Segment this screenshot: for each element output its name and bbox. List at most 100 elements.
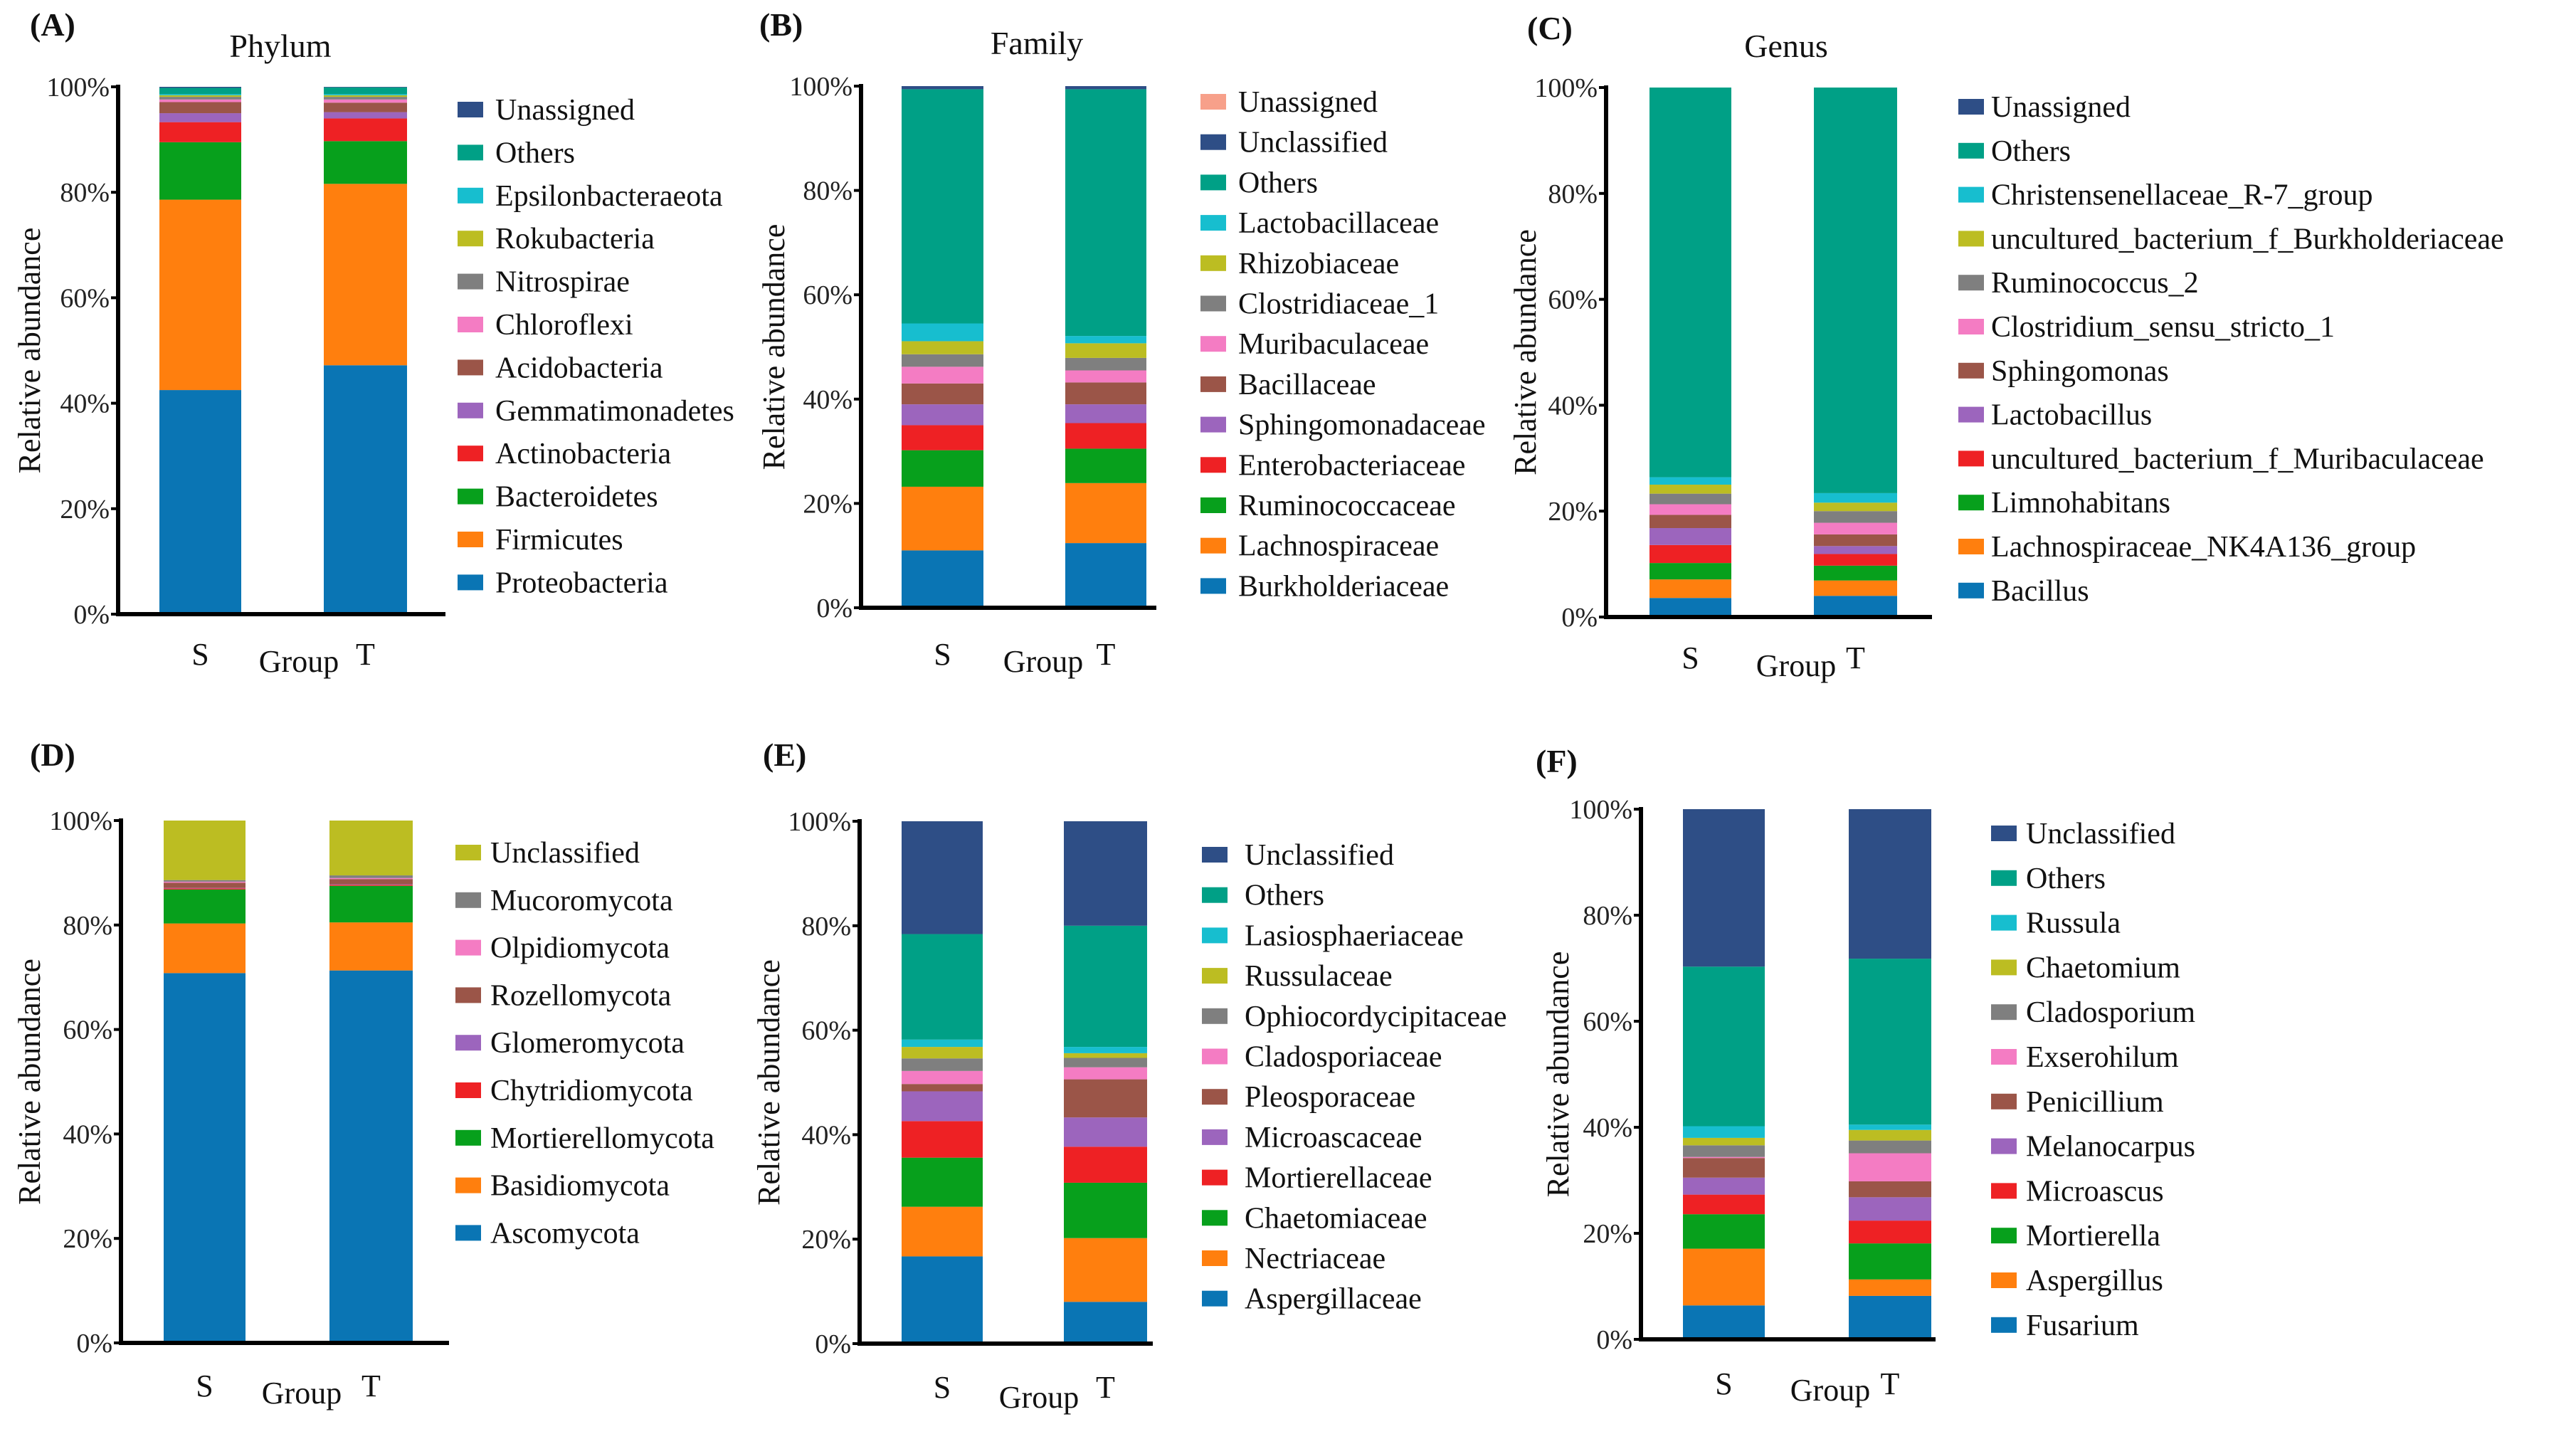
legend-swatch (455, 1129, 481, 1146)
legend-item: Penicillium (1991, 1086, 2164, 1119)
y-tick-label: 100% (46, 73, 110, 102)
legend-item: Nitrospirae (458, 266, 630, 299)
bar-segment-S-russula (1683, 1126, 1765, 1138)
bar-segment-S-lasiosphaeriaceae (902, 1039, 983, 1048)
x-tick-label: S (1715, 1366, 1732, 1401)
legend-label: Acidobacteria (495, 352, 663, 384)
legend-label: Muribaculaceae (1238, 328, 1429, 361)
y-tick-label: 60% (801, 1016, 851, 1046)
x-tick-label: S (934, 637, 951, 672)
legend-label: Nitrospirae (495, 266, 630, 299)
bar-segment-S-bacillus (1649, 598, 1731, 617)
legend-label: Exserohilum (2026, 1041, 2179, 1074)
legend-label: Chaetomium (2026, 951, 2180, 984)
bar-segment-T-unclassified (1065, 86, 1146, 90)
legend-swatch (458, 317, 483, 332)
legend-label: Rhizobiaceae (1238, 248, 1399, 280)
bar-segment-S-burkholderiaceae (902, 550, 983, 608)
y-tick-label: 100% (1534, 73, 1598, 103)
y-tick-label: 20% (1583, 1219, 1632, 1249)
bar-segment-T-melanocarpus (1849, 1197, 1931, 1221)
x-axis-label: Group (262, 1376, 342, 1411)
legend-label: Mucoromycota (490, 885, 673, 917)
bar-segment-S-chaetomium (1683, 1137, 1765, 1146)
legend-label: Clostridium_sensu_stricto_1 (1991, 311, 2335, 344)
legend-item: Rokubacteria (458, 223, 655, 255)
legend-item: Mortierellomycota (455, 1122, 714, 1155)
legend-item: Lachnospiraceae (1200, 530, 1439, 563)
bar-segment-T-others (1064, 925, 1147, 1048)
legend-item: uncultured_bacterium_f_Muribaculaceae (1958, 443, 2484, 475)
bar-segment-T-nitrospirae (324, 97, 407, 100)
legend-label: Proteobacteria (495, 566, 668, 599)
y-tick-label: 40% (803, 385, 852, 415)
legend-swatch (1200, 578, 1226, 594)
legend-swatch (455, 1225, 481, 1241)
bar-segment-T-uncultured-bacterium-f-burkholderiaceae (1814, 502, 1897, 512)
bar-segment-S-chloroflexi (159, 99, 241, 102)
legend-label: Russula (2026, 907, 2121, 940)
legend-item: Clostridium_sensu_stricto_1 (1958, 311, 2335, 344)
bar-segment-S-mortierellomycota (164, 889, 246, 924)
bar-segment-S-cladosporium (1683, 1145, 1765, 1157)
legend-swatch (458, 488, 483, 505)
bar-segment-T-microascus (1849, 1221, 1931, 1244)
legend-item: Others (1991, 863, 2106, 895)
legend-label: Others (1245, 880, 1324, 912)
legend-swatch (1958, 275, 1984, 291)
legend-label: Microascus (2026, 1175, 2164, 1208)
legend-swatch (1991, 1049, 2017, 1065)
legend-swatch (1991, 1138, 2017, 1154)
panel-f: (F) S T 0% 20% 40% 60% 80% 100% Group Relative abu… (1536, 743, 2195, 1408)
bar-segment-S-chytridiomycota (164, 888, 246, 890)
legend-item: Mucoromycota (455, 885, 673, 917)
legend-item: Others (1200, 167, 1318, 199)
legend-swatch (1202, 1008, 1228, 1024)
legend-label: Bacillaceae (1238, 369, 1376, 401)
bar-segment-T-mucoromycota (329, 875, 413, 878)
legend-label: uncultured_bacterium_f_Muribaculaceae (1991, 443, 2484, 475)
legend-item: Unclassified (455, 837, 640, 870)
legend-swatch (1202, 1089, 1228, 1105)
legend-swatch (458, 532, 483, 547)
bar-segment-T-lactobacillus (1814, 546, 1897, 554)
y-axis-label: Relative abundance (756, 224, 791, 470)
panel-d: (D) S T 0% 20% 40% 60% 80% 100% Group Relative abu… (12, 737, 714, 1411)
bar-segment-S-unassigned (159, 87, 241, 88)
legend-label: Unassigned (495, 94, 635, 127)
legend-swatch (1202, 1210, 1228, 1226)
legend-item: Others (458, 137, 575, 169)
legend-label: Unclassified (490, 837, 640, 870)
bar-segment-S-sphingomonadaceae (902, 404, 983, 426)
legend-item: Exserohilum (1991, 1041, 2179, 1074)
legend-swatch (1202, 1250, 1228, 1266)
legend-swatch (1958, 186, 1984, 203)
y-axis-label: Relative abundance (1508, 229, 1543, 475)
bar-segment-S-clostridium-sensu-stricto-1 (1649, 504, 1731, 515)
bar-segment-S-aspergillus (1683, 1248, 1765, 1306)
bar-segment-T-mortierellomycota (329, 885, 413, 923)
panel-b: (B) Family S T 0% 20% 40% 60% 80% 100% Group Relati… (756, 6, 1486, 679)
legend-item: Mortierellaceae (1202, 1162, 1432, 1195)
y-tick-label: 0% (1596, 1325, 1632, 1355)
legend-label: Rokubacteria (495, 223, 655, 255)
legend-item: Clostridiaceae_1 (1200, 288, 1439, 321)
bar-segment-S-epsilonbacteraeota (159, 94, 241, 95)
y-tick-label: 100% (788, 807, 851, 837)
x-tick-label: S (1682, 640, 1699, 675)
bar-segment-T-others (1065, 89, 1146, 337)
legend-item: Chloroflexi (458, 309, 633, 342)
bar-segment-T-mortierella (1849, 1243, 1931, 1280)
legend-label: Others (2026, 863, 2106, 895)
legend-swatch (458, 102, 483, 117)
y-tick-label: 20% (63, 1224, 112, 1254)
legend-item: Bacillaceae (1200, 369, 1376, 401)
x-tick-label: T (1846, 640, 1865, 675)
bar-segment-T-clostridiaceae-1 (1065, 357, 1146, 371)
x-axis-label: Group (1756, 648, 1836, 683)
legend-item: Unassigned (1958, 91, 2131, 124)
legend-label: Unassigned (1991, 91, 2131, 124)
legend-swatch (458, 144, 483, 161)
legend-label: Enterobacteriaceae (1238, 449, 1465, 482)
